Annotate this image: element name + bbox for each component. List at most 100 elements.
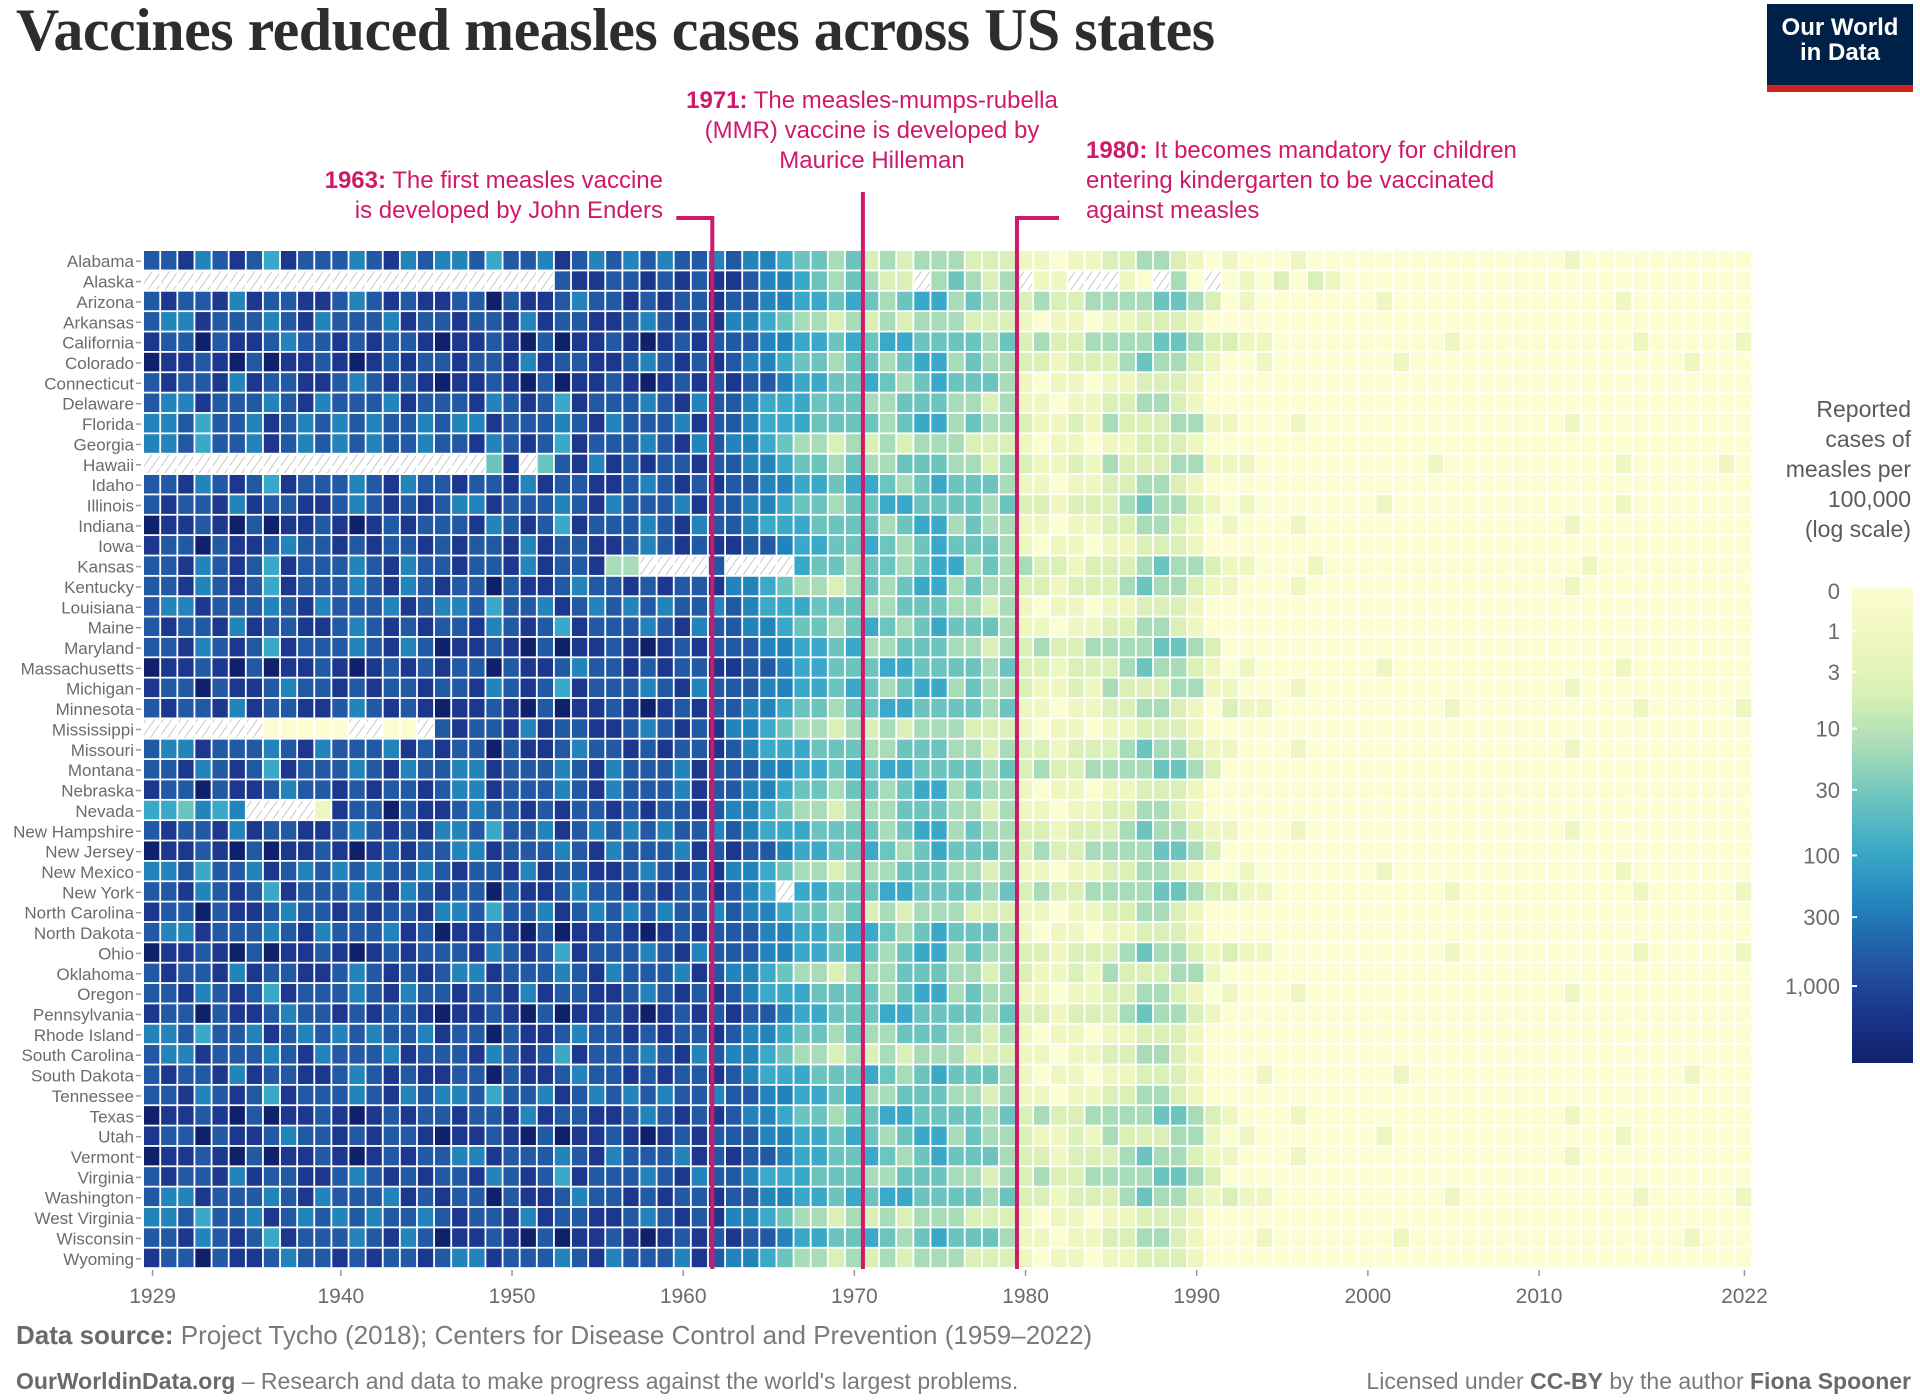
heatmap-cell: Kansas 2006 <box>1462 556 1478 575</box>
heatmap-cell: Washington 2001 <box>1376 1187 1392 1207</box>
heatmap-cell: South Dakota 1983 <box>1068 1065 1084 1084</box>
heatmap-cell: Indiana 1929 <box>144 515 160 535</box>
heatmap-cell: West Virginia 1937 <box>280 1207 297 1227</box>
heatmap-cell: Wyoming 1946 <box>434 1248 451 1268</box>
heatmap-cell: Rhode Island 2009 <box>1513 1024 1529 1044</box>
heatmap-cell: Oklahoma 1963 <box>725 963 742 983</box>
heatmap-cell: Wisconsin 2022 <box>1735 1228 1752 1247</box>
heatmap-cell: Ohio 2010 <box>1530 943 1546 962</box>
heatmap-cell: West Virginia 2001 <box>1376 1207 1392 1227</box>
heatmap-cell: Oklahoma 1992 <box>1222 963 1238 983</box>
heatmap-cell: Vermont 1988 <box>1153 1146 1170 1166</box>
heatmap-cell: Oregon 1996 <box>1290 983 1307 1003</box>
heatmap-cell: Oklahoma 1979 <box>999 963 1016 983</box>
heatmap-cell: Massachusetts 1986 <box>1119 658 1135 677</box>
license-link[interactable]: CC-BY <box>1530 1368 1603 1394</box>
heatmap-cell: South Dakota 1989 <box>1171 1065 1187 1084</box>
heatmap-cell: Indiana 1967 <box>794 515 810 535</box>
owid-logo[interactable]: Our World in Data <box>1767 4 1913 92</box>
state-label: Montana <box>68 761 135 780</box>
heatmap-cell: Illinois 2006 <box>1462 495 1478 514</box>
heatmap-cell: Florida 1984 <box>1085 413 1101 433</box>
heatmap-cell: Arizona 1982 <box>1051 291 1067 311</box>
heatmap-cell: Arizona 1966 <box>777 291 793 311</box>
heatmap-cell: Wisconsin 2012 <box>1564 1228 1581 1247</box>
heatmap-cell: Wyoming 1998 <box>1325 1248 1341 1268</box>
heatmap-cell: Wyoming 1939 <box>315 1248 331 1268</box>
heatmap-cell: Arizona 1947 <box>452 291 468 311</box>
heatmap-cell: Oklahoma 1995 <box>1273 963 1290 983</box>
heatmap-cell: New Mexico 1951 <box>520 861 536 881</box>
heatmap-cell: Montana 1937 <box>280 760 297 779</box>
heatmap-cell: Arkansas 1931 <box>178 312 194 331</box>
heatmap-cell: New Jersey 2021 <box>1718 841 1735 860</box>
heatmap-cell: Pennsylvania 1973 <box>897 1004 913 1023</box>
heatmap-cell: Illinois 1946 <box>434 495 451 514</box>
heatmap-cell: Oklahoma 1955 <box>589 963 605 983</box>
heatmap-cell: Illinois 1934 <box>229 495 245 514</box>
heatmap-cell: Vermont 1951 <box>520 1146 536 1166</box>
heatmap-cell: Maine 1934 <box>229 617 245 637</box>
heatmap-cell: Oklahoma 2019 <box>1684 963 1700 983</box>
heatmap-cell: Kentucky 2008 <box>1496 576 1512 596</box>
heatmap-cell: Virginia 1973 <box>897 1167 913 1186</box>
heatmap-cell: New Mexico 2018 <box>1667 861 1683 881</box>
heatmap-cell: Illinois 1985 <box>1102 495 1118 514</box>
heatmap-cell: New Mexico 2017 <box>1650 861 1666 881</box>
heatmap-cell: Wyoming 2003 <box>1410 1248 1426 1268</box>
heatmap-cell: Ohio 1934 <box>229 943 245 962</box>
heatmap-cell: Hawaii 1969 <box>828 454 844 474</box>
heatmap-cell: Nevada 1934 <box>229 800 245 820</box>
heatmap-cell: Oregon 1934 <box>229 983 245 1003</box>
heatmap-cell: South Carolina 1983 <box>1068 1045 1084 1064</box>
heatmap-cell: North Carolina 2011 <box>1547 902 1563 922</box>
heatmap-cell: Georgia 1988 <box>1153 434 1170 453</box>
heatmap-cell: Colorado 1963 <box>725 352 742 372</box>
heatmap-cell: South Carolina 1998 <box>1325 1045 1341 1064</box>
heatmap-cell: Maine 2004 <box>1427 617 1444 637</box>
heatmap-cell: Alabama 1981 <box>1034 251 1050 270</box>
heatmap-cell: Rhode Island 1955 <box>589 1024 605 1044</box>
heatmap-cell: North Dakota 1936 <box>263 922 280 942</box>
heatmap-cell: Maine 2014 <box>1598 617 1615 637</box>
heatmap-cell: Mississippi 1935 <box>246 719 263 738</box>
heatmap-cell: Illinois 1984 <box>1085 495 1101 514</box>
heatmap-cell: Oregon 1929 <box>144 983 160 1003</box>
heatmap-cell: Michigan 1946 <box>434 678 451 698</box>
heatmap-cell: Minnesota 1944 <box>400 698 417 718</box>
heatmap-cell: Pennsylvania 1930 <box>161 1004 177 1023</box>
heatmap-cell: Ohio 2002 <box>1393 943 1409 962</box>
heatmap-cell: Minnesota 1971 <box>862 698 879 718</box>
heatmap-cell: South Carolina 2004 <box>1427 1045 1444 1064</box>
heatmap-cell: Wyoming 1930 <box>161 1248 177 1268</box>
heatmap-cell: Michigan 2016 <box>1633 678 1649 698</box>
heatmap-cell: West Virginia 1973 <box>897 1207 913 1227</box>
heatmap-cell: South Dakota 1951 <box>520 1065 536 1084</box>
heatmap-cell: Oregon 1935 <box>246 983 263 1003</box>
state-label: Oklahoma <box>57 965 135 984</box>
heatmap-cell: New Hampshire 1956 <box>606 821 622 840</box>
heatmap-cell: Indiana 1974 <box>914 515 930 535</box>
heatmap-cell: Minnesota 1984 <box>1085 698 1101 718</box>
heatmap-cell: Arizona 1967 <box>794 291 810 311</box>
heatmap-cell: Delaware 1994 <box>1256 393 1272 413</box>
site-link[interactable]: OurWorldinData.org <box>16 1368 236 1394</box>
heatmap-cell: Pennsylvania 1959 <box>657 1004 673 1023</box>
heatmap-cell: North Carolina 2022 <box>1735 902 1752 922</box>
heatmap-cell: North Carolina 2008 <box>1496 902 1512 922</box>
heatmap-cell: Oregon 1940 <box>332 983 348 1003</box>
heatmap-cell: Delaware 1992 <box>1222 393 1238 413</box>
heatmap-cell: Wyoming 2011 <box>1547 1248 1563 1268</box>
heatmap-cell: Tennessee 1999 <box>1342 1085 1358 1105</box>
heatmap-cell: Wyoming 1993 <box>1239 1248 1255 1268</box>
heatmap-cell: Connecticut 1994 <box>1256 373 1272 392</box>
heatmap-cell: Montana 1992 <box>1222 760 1238 779</box>
heatmap-cell: Michigan 2010 <box>1530 678 1546 698</box>
heatmap-cell: North Carolina 1938 <box>298 902 314 922</box>
heatmap-cell: Texas 1955 <box>589 1106 605 1125</box>
heatmap-cell: Florida 1989 <box>1171 413 1187 433</box>
heatmap-cell: Kansas 1980 <box>1016 556 1033 575</box>
heatmap-cell: Idaho 1994 <box>1256 474 1272 494</box>
heatmap-cell: Kentucky 1985 <box>1102 576 1118 596</box>
